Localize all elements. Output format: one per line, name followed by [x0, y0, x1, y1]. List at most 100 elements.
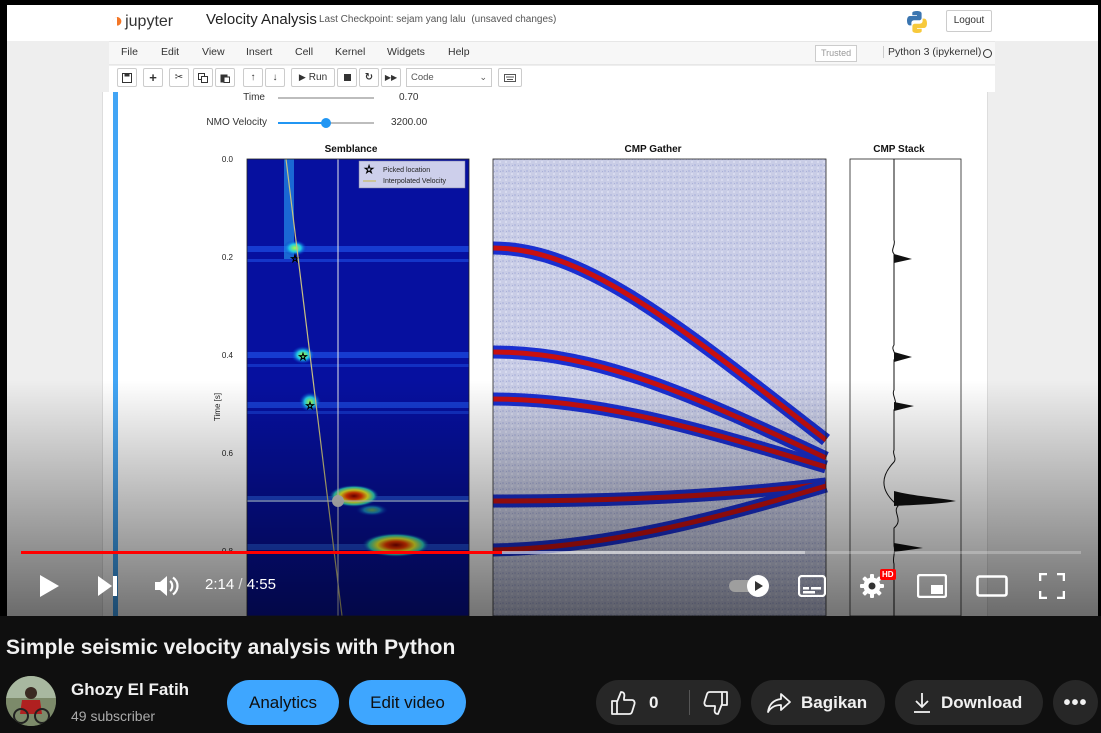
ytick-3: 0.6: [222, 449, 234, 458]
save-button[interactable]: [117, 68, 137, 87]
nmo-slider-fill: [278, 122, 326, 124]
time-axis: 0.0 0.2 0.4 0.6 0.8 Time [s]: [213, 155, 234, 556]
theater-icon: [976, 575, 1008, 597]
jupyter-menubar: File Edit View Insert Cell Kernel Widget…: [109, 41, 995, 65]
plus-icon: +: [149, 70, 157, 85]
theater-mode-button[interactable]: [972, 566, 1012, 606]
video-title: Simple seismic velocity analysis with Py…: [6, 636, 456, 659]
jupyter-logo-icon: ◑: [111, 10, 124, 32]
time-slider-track[interactable]: [278, 97, 374, 99]
stop-icon: [343, 74, 351, 81]
arrow-down-icon: ↓: [272, 72, 278, 83]
download-button[interactable]: Download: [895, 680, 1043, 725]
more-actions-button[interactable]: •••: [1053, 680, 1098, 725]
menu-widgets[interactable]: Widgets: [387, 46, 425, 58]
like-dislike-group: 0: [596, 680, 741, 725]
scissors-icon: ✂: [174, 72, 184, 83]
subscriber-count: 49 subscriber: [71, 708, 156, 724]
dislike-button[interactable]: [690, 680, 741, 725]
restart-run-all-button[interactable]: ▶▶: [381, 68, 401, 87]
subtitles-button[interactable]: [792, 566, 832, 606]
chevron-down-icon: ⌄: [479, 72, 487, 82]
nmo-slider-handle[interactable]: [321, 118, 331, 128]
figure-canvas: 0.0 0.2 0.4 0.6 0.8 Time [s]: [213, 155, 962, 616]
fullscreen-icon: [1039, 573, 1065, 599]
next-button[interactable]: [88, 566, 128, 606]
legend-picked: Picked location: [383, 167, 430, 174]
insert-cell-button[interactable]: +: [143, 68, 163, 87]
share-button[interactable]: Bagikan: [751, 680, 885, 725]
download-icon: [914, 692, 930, 713]
cell-type-select[interactable]: Code ⌄: [406, 68, 492, 87]
cmp-stack-title: CMP Stack: [873, 144, 925, 155]
arrow-up-icon: ↑: [250, 72, 256, 83]
run-button[interactable]: ▶ Run: [291, 68, 335, 87]
nmo-slider-label: NMO Velocity: [206, 117, 267, 128]
selected-cell-indicator: [113, 92, 118, 616]
ylabel: Time [s]: [213, 393, 222, 421]
velocity-analysis-figure: Semblance CMP Gather CMP Stack: [202, 140, 972, 616]
like-button[interactable]: 0: [596, 680, 688, 725]
command-palette-button[interactable]: [498, 68, 522, 87]
gear-icon: [860, 574, 884, 598]
time-slider-value: 0.70: [399, 92, 419, 103]
move-down-button[interactable]: ↓: [265, 68, 285, 87]
autoplay-icon: [729, 575, 769, 597]
progress-bar[interactable]: [21, 551, 1081, 554]
channel-name[interactable]: Ghozy El Fatih: [71, 680, 190, 699]
thumbs-down-icon: [702, 690, 728, 715]
kernel-idle-icon: [983, 49, 992, 58]
nmo-slider-value: 3200.00: [391, 117, 428, 128]
menu-view[interactable]: View: [202, 46, 225, 58]
analytics-button[interactable]: Analytics: [227, 680, 339, 725]
video-frame: ◑ jupyter Velocity Analysis Last Checkpo…: [7, 5, 1098, 616]
pick-star-icon: ☆: [299, 352, 308, 363]
fullscreen-button[interactable]: [1032, 566, 1072, 606]
channel-avatar[interactable]: [6, 676, 56, 726]
settings-button[interactable]: HD: [852, 566, 896, 606]
cut-button[interactable]: ✂: [169, 68, 189, 87]
notebook-title: Velocity Analysis: [206, 11, 317, 28]
copy-icon: [198, 72, 208, 83]
ytick-0: 0.0: [222, 155, 234, 164]
semblance-title: Semblance: [324, 144, 378, 155]
notebook-body: Time 0.70 NMO Velocity 3200.00 Semblance…: [7, 92, 1098, 616]
interrupt-button[interactable]: [337, 68, 357, 87]
restart-button[interactable]: ↻: [359, 68, 379, 87]
menu-cell[interactable]: Cell: [295, 46, 314, 58]
logout-button[interactable]: Logout: [946, 10, 992, 32]
mute-button[interactable]: [147, 566, 187, 606]
move-up-button[interactable]: ↑: [243, 68, 263, 87]
menu-insert[interactable]: Insert: [246, 46, 273, 58]
trusted-badge[interactable]: Trusted: [815, 45, 858, 62]
kernel-name[interactable]: Python 3 (ipykernel): [883, 46, 981, 58]
menu-help[interactable]: Help: [448, 46, 470, 58]
autoplay-toggle[interactable]: [727, 566, 773, 606]
cmp-gather-title: CMP Gather: [624, 144, 682, 155]
copy-button[interactable]: [193, 68, 213, 87]
menu-kernel[interactable]: Kernel: [335, 46, 366, 58]
cmp-stack-panel: [849, 158, 962, 616]
miniplayer-icon: [917, 574, 947, 598]
menu-file[interactable]: File: [121, 46, 138, 58]
menu-edit[interactable]: Edit: [161, 46, 180, 58]
avatar-image: [6, 676, 56, 726]
save-icon: [122, 72, 132, 83]
edit-video-button[interactable]: Edit video: [349, 680, 466, 725]
like-divider: [689, 690, 690, 715]
semblance-panel: ☆ ☆ ☆ ☆ P: [246, 158, 470, 616]
miniplayer-button[interactable]: [912, 566, 952, 606]
run-icon: ▶: [298, 72, 306, 82]
pick-star-icon: ☆: [306, 401, 315, 412]
play-button[interactable]: [29, 566, 69, 606]
python-logo-icon: [907, 11, 927, 33]
video-player[interactable]: ◑ jupyter Velocity Analysis Last Checkpo…: [0, 0, 1101, 616]
keyboard-icon: [504, 73, 516, 82]
legend-star-icon: ☆: [364, 164, 374, 176]
hd-badge: HD: [880, 569, 896, 580]
paste-button[interactable]: [215, 68, 235, 87]
cmp-gather-panel: [492, 158, 830, 616]
restart-icon: ↻: [364, 72, 374, 83]
more-horizontal-icon: •••: [1063, 691, 1088, 714]
